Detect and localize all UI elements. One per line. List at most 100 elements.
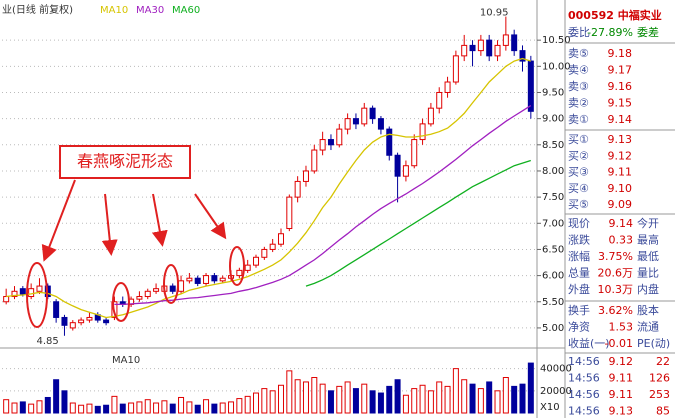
legend-entry: MA60 <box>172 5 200 16</box>
volume-bar <box>327 390 334 414</box>
annotation-arrows <box>26 179 245 328</box>
candle-body <box>211 275 218 282</box>
volume-bar <box>169 403 176 414</box>
volume-bar <box>402 394 409 414</box>
quote-label: 总量 <box>568 266 590 280</box>
volume-bar <box>211 403 218 414</box>
candle-body <box>19 288 26 295</box>
candle-body <box>336 128 343 146</box>
volume-bar <box>236 398 243 414</box>
trade-price: 9.11 <box>609 388 634 401</box>
volume-bar <box>161 400 168 414</box>
volume-bar <box>527 362 534 414</box>
candle-body <box>178 280 185 292</box>
ma-line <box>6 57 531 319</box>
volume-bar <box>178 396 185 414</box>
candle-body <box>294 180 301 198</box>
quote-title: 000592 中福实业 <box>568 8 662 22</box>
candle-body <box>269 243 276 250</box>
quote-label: 量比 <box>637 267 659 280</box>
candle-body <box>502 34 509 46</box>
volume-bar <box>477 388 484 414</box>
quote-value: 3.62% <box>598 304 633 317</box>
y-tick-label: 7.50 <box>542 192 564 203</box>
candle-body <box>302 170 309 182</box>
quote-label: 买① <box>568 133 589 146</box>
volume-bar <box>444 385 451 414</box>
quote-label: 买④ <box>568 182 589 195</box>
highlight-ellipse <box>229 246 245 286</box>
volume-unit: X10 <box>540 402 560 413</box>
quote-value: 9.12 <box>608 149 633 162</box>
quote-label: 卖① <box>568 113 589 126</box>
candle-body <box>527 60 534 112</box>
quote-value: 20.6万 <box>598 267 634 280</box>
quote-label: 卖④ <box>568 64 589 77</box>
high-label: 10.95 <box>480 8 509 19</box>
candle-body <box>386 128 393 156</box>
candle-body <box>203 275 210 284</box>
trade-volume: 253 <box>649 388 670 401</box>
candle-body <box>28 288 35 298</box>
quote-value: 0.33 <box>609 234 634 247</box>
arrow <box>41 179 76 262</box>
quote-value: 10.3万 <box>598 283 634 296</box>
candle-body <box>69 322 76 329</box>
highlight-ellipse <box>112 282 130 322</box>
volume-bar <box>411 388 418 414</box>
candle-body <box>253 256 260 266</box>
volume-bar <box>228 401 235 414</box>
quote-label: 委比 <box>568 26 590 39</box>
quote-label: 买② <box>568 149 589 162</box>
quote-value: 9.17 <box>608 64 633 77</box>
volume-bar <box>452 368 459 414</box>
legend-entry: MA30 <box>136 5 164 16</box>
volume-bar <box>269 390 276 414</box>
y-tick-label: 7.00 <box>542 218 564 229</box>
trade-price: 9.11 <box>609 372 634 385</box>
trade-time: 14:56 <box>568 405 600 418</box>
volume-bar <box>286 370 293 414</box>
candle-body <box>477 39 484 52</box>
candle-body <box>103 319 110 324</box>
candle-body <box>327 139 334 146</box>
volume-bar <box>194 404 201 414</box>
y-tick-label: 9.00 <box>542 114 564 125</box>
volume-bar <box>86 403 93 414</box>
quote-label: 外盘 <box>568 282 590 296</box>
quote-value: 9.16 <box>608 80 633 93</box>
highlight-ellipse <box>26 262 48 328</box>
candle-body <box>11 290 18 298</box>
candle-body <box>369 107 376 120</box>
quote-value: 9.15 <box>608 97 633 110</box>
y-tick-label: 6.50 <box>542 244 564 255</box>
candle-body <box>394 154 401 177</box>
trade-price: 9.12 <box>609 355 634 368</box>
candle-body <box>352 118 359 125</box>
volume-bar <box>419 384 426 414</box>
trade-volume: 126 <box>649 372 670 385</box>
volume-bar <box>277 384 284 414</box>
candle-body <box>3 296 10 303</box>
candle-body <box>361 107 368 125</box>
candle-body <box>469 44 476 52</box>
highlight-ellipse <box>163 264 179 304</box>
volume-bar <box>469 383 476 414</box>
quote-label: 收益(一) <box>568 336 610 350</box>
candle-body <box>444 81 451 93</box>
quote-label: 委差 <box>637 25 659 39</box>
quote-label: 今开 <box>637 216 659 230</box>
volume-bar <box>78 404 85 414</box>
volume-bar <box>294 379 301 414</box>
quote-label: 内盘 <box>637 282 659 296</box>
candle-body <box>494 44 501 57</box>
y-tick-label: 6.00 <box>542 271 564 282</box>
volume-bar <box>519 383 526 414</box>
candle-body <box>402 165 409 177</box>
quote-value: -0.01 <box>605 337 633 350</box>
volume-bar <box>19 401 26 414</box>
candle-body <box>186 277 193 282</box>
trade-volume: 22 <box>656 355 670 368</box>
candle-body <box>419 123 426 141</box>
quote-label: 换手 <box>568 303 590 317</box>
